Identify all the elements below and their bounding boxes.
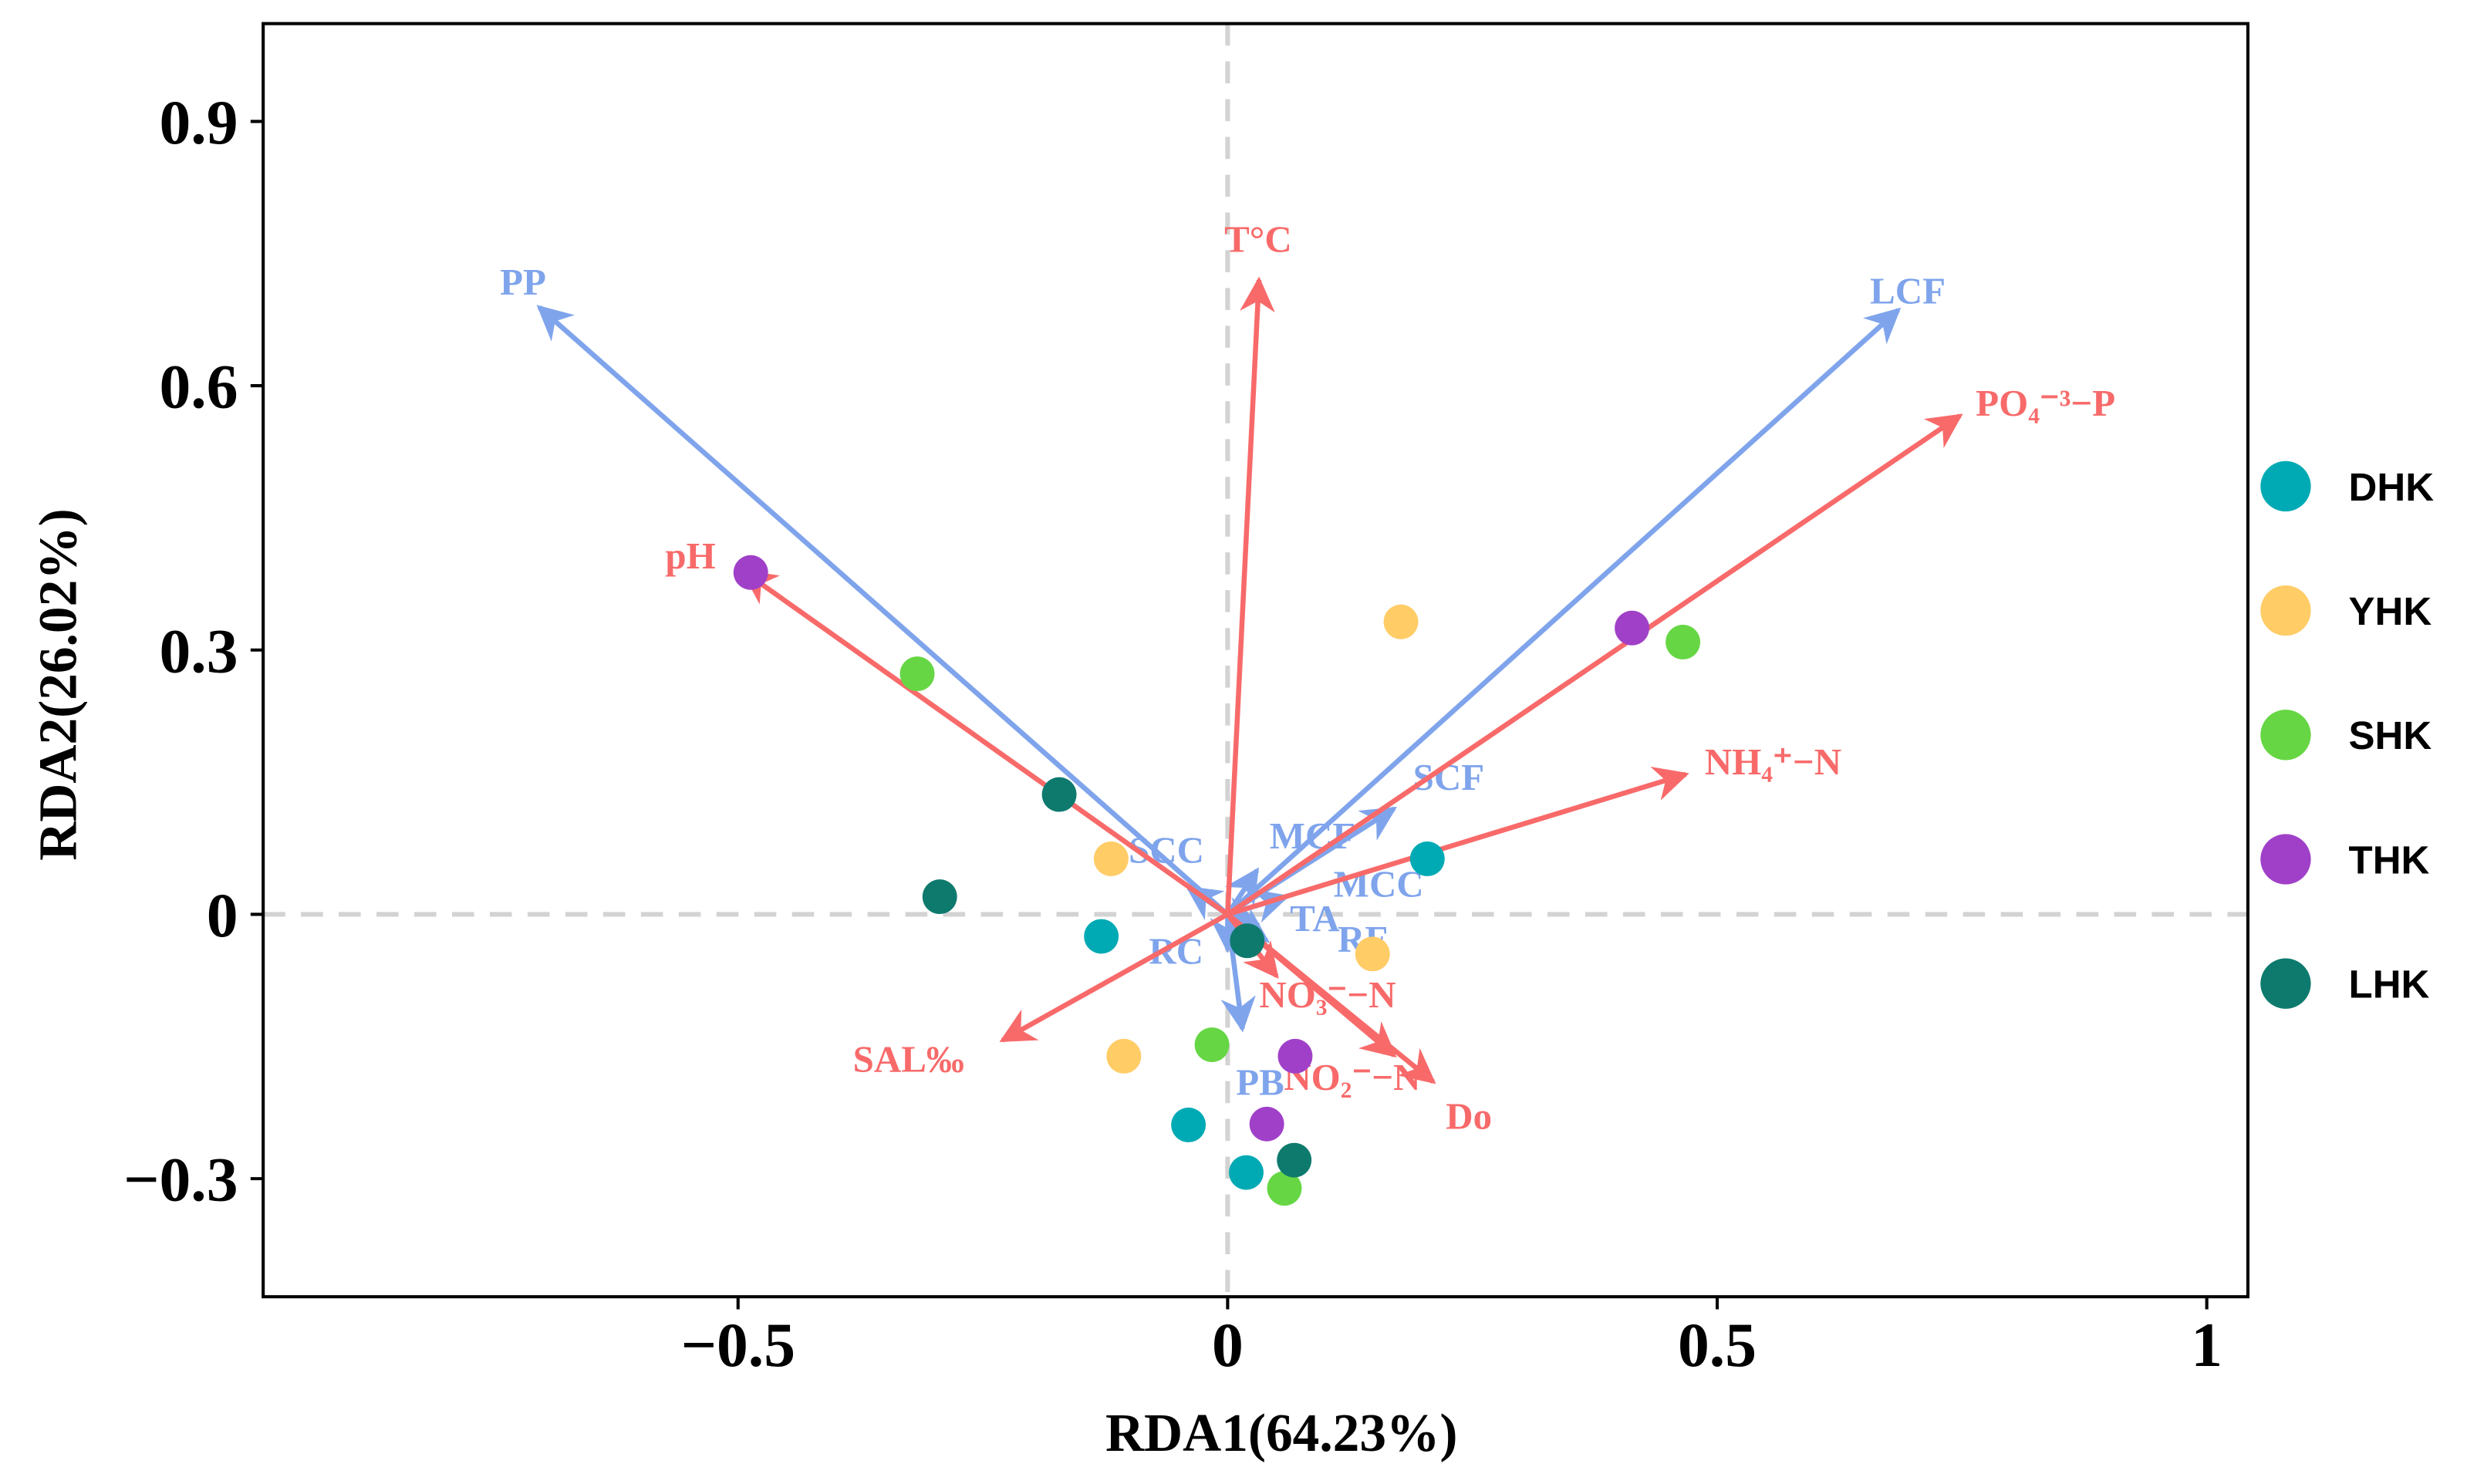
vector-label-pb: PB [1236, 1061, 1284, 1104]
point-thk [1249, 1106, 1284, 1142]
y-tick-label: −0.3 [123, 1145, 238, 1215]
y-tick-label: 0.6 [159, 352, 238, 422]
point-lhk [922, 879, 957, 915]
vector-arrow-t-c [1225, 276, 1275, 915]
point-lhk [1230, 923, 1265, 959]
point-dhk [1229, 1155, 1264, 1190]
vector-arrow-lcf [1226, 307, 1902, 916]
legend-label-shk: SHK [2349, 713, 2432, 757]
point-yhk [1106, 1038, 1142, 1074]
point-shk [1194, 1027, 1230, 1062]
point-yhk [1093, 841, 1129, 876]
point-dhk [1171, 1108, 1207, 1142]
vector-label-ta: TA [1290, 897, 1339, 939]
point-shk [1267, 1171, 1302, 1206]
x-axis-label: RDA1(64.23%) [1105, 1404, 1458, 1463]
x-tick-label: 0 [1212, 1310, 1244, 1380]
vector-label-sal: SAL‰ [853, 1038, 964, 1081]
legend-label-yhk: YHK [2349, 589, 2432, 633]
vector-label-po-p: PO₄⁻³−P [1976, 382, 2115, 424]
plot-frame [262, 22, 2250, 1299]
point-lhk [1041, 777, 1077, 812]
vector-label-lcf: LCF [1870, 270, 1946, 312]
point-yhk [1383, 604, 1419, 639]
vector-arrow-sal [999, 912, 1229, 1043]
point-thk [733, 555, 768, 590]
legend-marker-dhk [2260, 460, 2311, 512]
point-yhk [1355, 936, 1390, 972]
legend-marker-shk [2260, 710, 2311, 761]
legend-marker-yhk [2260, 585, 2311, 636]
vector-label-ph: pH [665, 535, 715, 577]
y-tick-label: 0.3 [159, 616, 238, 686]
vector-label-pp: PP [500, 261, 546, 303]
vector-label-do: Do [1446, 1095, 1492, 1138]
point-lhk [1277, 1142, 1312, 1178]
y-axis-label: RDA2(26.02%) [29, 508, 88, 861]
point-dhk [1409, 841, 1445, 876]
point-shk [1665, 625, 1701, 659]
x-tick-label: −0.5 [680, 1310, 795, 1380]
legend-marker-thk [2260, 834, 2311, 885]
vector-label-nh-n: NH₄⁺−N [1705, 740, 1841, 783]
legend-label-dhk: DHK [2349, 465, 2435, 509]
vector-arrow-ph [741, 569, 1230, 917]
y-tick-label: 0 [207, 880, 238, 950]
point-dhk [1084, 919, 1119, 954]
vector-arrow-po-p [1226, 413, 1963, 917]
legend-label-lhk: LHK [2349, 963, 2430, 1007]
point-thk [1277, 1038, 1313, 1074]
vector-arrow-pp [536, 305, 1230, 916]
point-thk [1615, 610, 1650, 646]
vector-label-scc: SCC [1129, 829, 1204, 872]
point-shk [899, 656, 935, 692]
legend-marker-lhk [2260, 958, 2311, 1009]
vector-label-t-c: T°C [1224, 218, 1292, 260]
vector-arrow-pb [1220, 914, 1256, 1033]
legend-label-thk: THK [2349, 838, 2430, 882]
y-tick-label: 0.9 [159, 87, 238, 157]
x-tick-label: 0.5 [1678, 1310, 1757, 1380]
x-tick-label: 1 [2191, 1310, 2222, 1380]
vector-arrow-nh-n [1227, 767, 1689, 917]
